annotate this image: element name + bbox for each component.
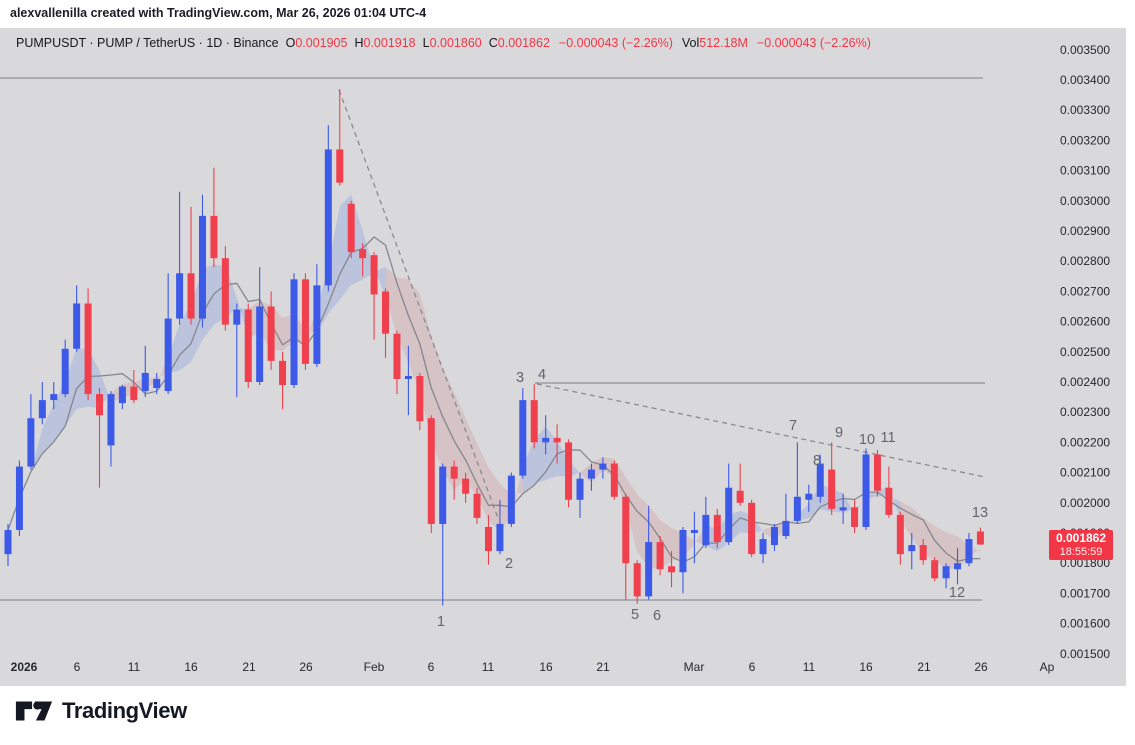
candles-layer	[4, 89, 984, 606]
time-axis[interactable]: 2026 6 11 16 21 26 Feb 6 11 16 21 Mar 6 11 16 21 26 Apr	[11, 660, 1059, 674]
chart-canvas[interactable]	[0, 28, 1126, 686]
svg-text:6: 6	[74, 660, 81, 674]
tradingview-logo-icon	[15, 701, 53, 721]
svg-text:6: 6	[749, 660, 756, 674]
svg-text:26: 26	[974, 660, 988, 674]
svg-text:0.002100: 0.002100	[1060, 466, 1110, 480]
change-value-2: −0.000043 (−2.26%)	[756, 36, 871, 50]
low-value: 0.001860	[429, 36, 482, 50]
svg-text:0.001600: 0.001600	[1060, 617, 1110, 631]
svg-text:0.002800: 0.002800	[1060, 254, 1110, 268]
svg-text:0.001500: 0.001500	[1060, 647, 1110, 661]
svg-text:0.003300: 0.003300	[1060, 103, 1110, 117]
svg-text:7: 7	[789, 418, 797, 434]
high-label: H	[354, 36, 364, 50]
bar-countdown: 18:55:59	[1059, 545, 1103, 558]
price-axis[interactable]: 0.003500 0.003400 0.003300 0.003200 0.003100…	[1060, 43, 1110, 661]
symbol-legend: PUMPUSDT · PUMP / TetherUS · 1D · Binanc…	[16, 36, 871, 50]
svg-text:12: 12	[949, 585, 965, 601]
svg-text:0.002900: 0.002900	[1060, 224, 1110, 238]
close-value: 0.001862	[497, 36, 550, 50]
svg-text:16: 16	[539, 660, 553, 674]
svg-text:21: 21	[917, 660, 931, 674]
last-price-value: 0.001862	[1055, 531, 1107, 545]
svg-text:0.002000: 0.002000	[1060, 496, 1110, 510]
high-value: 0.001918	[363, 36, 416, 50]
svg-text:2026: 2026	[11, 660, 38, 674]
svg-text:10: 10	[859, 432, 875, 448]
horizontal-lines[interactable]	[0, 77, 985, 601]
svg-text:0.003500: 0.003500	[1060, 43, 1110, 57]
svg-text:11: 11	[128, 660, 141, 674]
svg-text:8: 8	[813, 453, 821, 469]
svg-text:3: 3	[516, 370, 524, 386]
trend-lines[interactable]	[338, 89, 986, 519]
footer-bar: TradingView	[0, 686, 1135, 745]
svg-text:Feb: Feb	[364, 660, 385, 674]
attribution-text: alexvallenilla created with TradingView.…	[10, 6, 427, 20]
svg-text:0.003100: 0.003100	[1060, 164, 1110, 178]
svg-text:13: 13	[972, 505, 988, 521]
svg-text:0.001700: 0.001700	[1060, 586, 1110, 600]
svg-text:0.002200: 0.002200	[1060, 435, 1110, 449]
symbol-title[interactable]: PUMPUSDT · PUMP / TetherUS · 1D · Binanc…	[16, 36, 279, 50]
svg-text:0.003200: 0.003200	[1060, 133, 1110, 147]
volume-label: Vol	[681, 36, 700, 50]
svg-text:26: 26	[299, 660, 313, 674]
svg-text:0.002400: 0.002400	[1060, 375, 1110, 389]
svg-text:0.003000: 0.003000	[1060, 194, 1110, 208]
svg-text:1: 1	[437, 614, 445, 630]
svg-text:21: 21	[242, 660, 256, 674]
last-price-badge: 0.001862 18:55:59	[1049, 530, 1113, 560]
svg-text:11: 11	[803, 660, 816, 674]
svg-text:6: 6	[653, 608, 661, 624]
change-value: −0.000043 (−2.26%)	[558, 36, 673, 50]
svg-text:2: 2	[505, 556, 513, 572]
svg-text:11: 11	[880, 430, 895, 446]
svg-text:0.002700: 0.002700	[1060, 284, 1110, 298]
svg-text:Apr: Apr	[1040, 660, 1059, 674]
svg-text:0.002300: 0.002300	[1060, 405, 1110, 419]
open-label: O	[285, 36, 296, 50]
svg-text:9: 9	[835, 425, 843, 441]
svg-text:6: 6	[428, 660, 435, 674]
svg-text:16: 16	[184, 660, 198, 674]
svg-text:11: 11	[482, 660, 495, 674]
tradingview-logo-text: TradingView	[62, 698, 187, 723]
open-value: 0.001905	[295, 36, 348, 50]
svg-text:0.003400: 0.003400	[1060, 73, 1110, 87]
volume-value: 512.18M	[699, 36, 748, 50]
svg-text:Mar: Mar	[684, 660, 705, 674]
svg-text:21: 21	[596, 660, 610, 674]
close-label: C	[488, 36, 498, 50]
tradingview-logo[interactable]: TradingView	[14, 698, 187, 724]
svg-text:4: 4	[538, 367, 546, 383]
svg-text:5: 5	[631, 607, 639, 623]
low-label: L	[422, 36, 430, 50]
svg-text:0.002500: 0.002500	[1060, 345, 1110, 359]
svg-text:16: 16	[859, 660, 873, 674]
svg-text:0.002600: 0.002600	[1060, 315, 1110, 329]
